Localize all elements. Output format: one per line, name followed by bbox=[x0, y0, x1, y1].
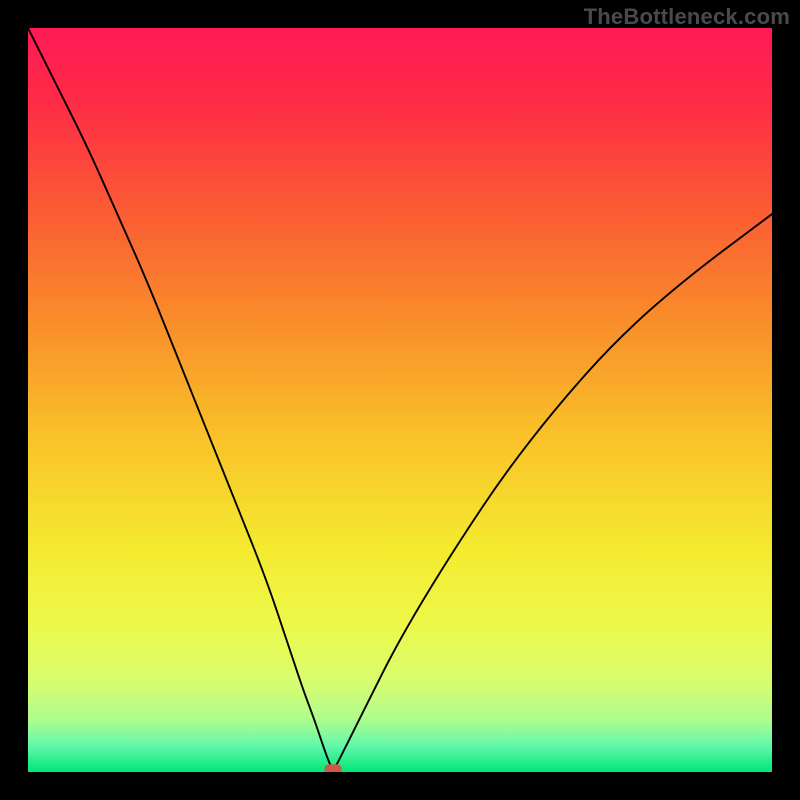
minimum-marker bbox=[324, 764, 341, 772]
plot-area bbox=[28, 28, 772, 772]
plot-svg bbox=[28, 28, 772, 772]
watermark-text: TheBottleneck.com bbox=[584, 4, 790, 30]
chart-frame: TheBottleneck.com bbox=[0, 0, 800, 800]
gradient-background bbox=[28, 28, 772, 772]
